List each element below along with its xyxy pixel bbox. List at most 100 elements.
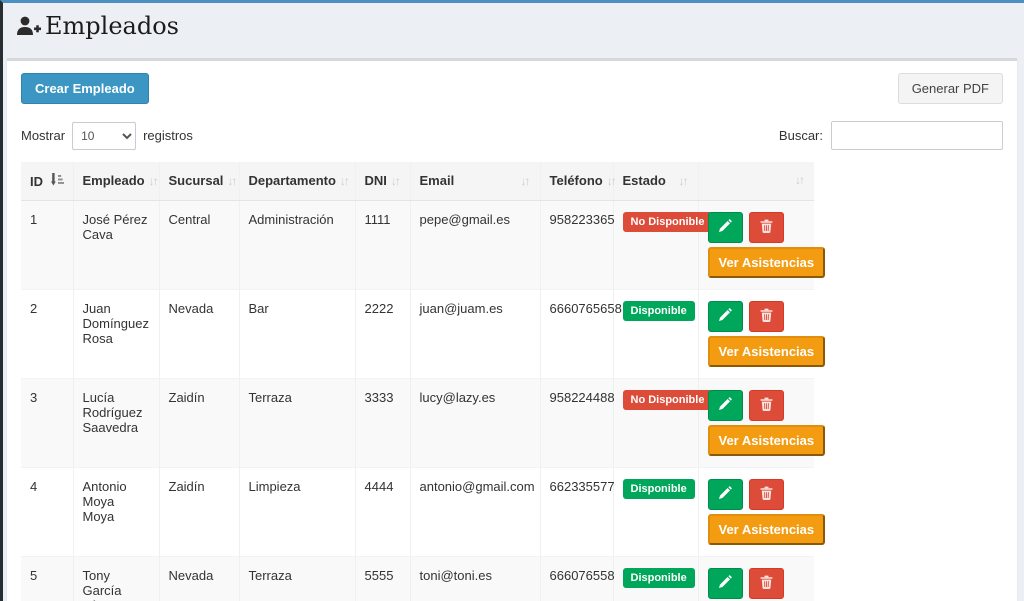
sort-icon: ↓↑ xyxy=(520,173,531,188)
cell-telefono: 6660765658 xyxy=(540,289,622,379)
column-header-telefono[interactable]: Teléfono ↓↑ xyxy=(540,162,617,201)
cell-departamento: Terraza xyxy=(239,556,356,601)
cell-empleado: José Pérez Cava xyxy=(73,200,160,290)
cell-estado: No Disponible xyxy=(613,378,713,468)
cell-estado: Disponible xyxy=(613,467,699,557)
trash-icon xyxy=(760,486,773,503)
ver-asistencias-button[interactable]: Ver Asistencias xyxy=(707,336,826,367)
status-badge: Disponible xyxy=(622,479,695,499)
cell-departamento: Limpieza xyxy=(239,467,356,557)
cell-email: pepe@gmail.es xyxy=(410,200,541,290)
cell-id: 4 xyxy=(21,467,74,557)
status-badge: No Disponible xyxy=(622,212,713,232)
cell-id: 1 xyxy=(21,200,74,290)
cell-telefono: 958224488 xyxy=(540,378,615,468)
sort-icon: ↓↑ xyxy=(795,173,805,187)
sort-icon: ↓↑ xyxy=(339,173,350,188)
pencil-icon xyxy=(718,575,732,592)
registros-label: registros xyxy=(143,128,193,143)
sort-asc-icon xyxy=(50,173,64,189)
content-header: Empleados xyxy=(3,3,1024,50)
cell-sucursal: Nevada xyxy=(159,556,240,601)
column-header-departamento[interactable]: Departamento ↓↑ xyxy=(239,162,356,201)
sort-icon: ↓↑ xyxy=(606,173,617,188)
sort-icon: ↓↑ xyxy=(390,173,401,188)
cell-dni: 3333 xyxy=(355,378,411,468)
cell-sucursal: Zaidín xyxy=(159,467,240,557)
delete-button[interactable] xyxy=(748,212,784,243)
cell-estado: Disponible xyxy=(613,556,699,601)
employees-panel: Crear Empleado Generar PDF Mostrar 10 re… xyxy=(7,58,1017,601)
table-row: 4 Antonio Moya Moya Zaidín Limpieza 4444… xyxy=(21,467,826,557)
column-header-email[interactable]: Email ↓↑ xyxy=(410,162,541,201)
cell-actions: Ver Asistencias xyxy=(698,557,814,601)
cell-id: 2 xyxy=(21,289,74,379)
ver-asistencias-button[interactable]: Ver Asistencias xyxy=(707,247,826,278)
edit-button[interactable] xyxy=(707,301,743,332)
cell-telefono: 958223365 xyxy=(540,200,615,290)
search-input[interactable] xyxy=(831,121,1003,150)
status-badge: No Disponible xyxy=(622,390,713,410)
column-header-actions[interactable]: ↓↑ xyxy=(698,162,814,201)
edit-button[interactable] xyxy=(707,390,743,421)
cell-dni: 4444 xyxy=(355,467,411,557)
delete-button[interactable] xyxy=(748,479,784,510)
cell-dni: 2222 xyxy=(355,289,411,379)
cell-estado: Disponible xyxy=(613,289,699,379)
cell-sucursal: Central xyxy=(159,200,240,290)
pencil-icon xyxy=(718,486,732,503)
cell-empleado: Tony García López xyxy=(73,556,160,601)
page-size-select[interactable]: 10 xyxy=(72,121,137,150)
edit-button[interactable] xyxy=(707,479,743,510)
table-row: 3 Lucía Rodríguez Saavedra Zaidín Terraz… xyxy=(21,378,826,468)
delete-button[interactable] xyxy=(748,390,784,421)
delete-button[interactable] xyxy=(748,301,784,332)
cell-estado: No Disponible xyxy=(613,200,713,290)
ver-asistencias-button[interactable]: Ver Asistencias xyxy=(707,514,826,545)
cell-sucursal: Nevada xyxy=(159,289,240,379)
delete-button[interactable] xyxy=(748,568,784,599)
cell-dni: 1111 xyxy=(355,200,411,290)
show-label: Mostrar xyxy=(21,128,66,143)
trash-icon xyxy=(760,308,773,325)
table-controls: Mostrar 10 registros Buscar: xyxy=(7,114,1017,162)
create-employee-button[interactable]: Crear Empleado xyxy=(21,73,149,104)
cell-actions: Ver Asistencias xyxy=(698,468,826,557)
table-header-row: ID Empleado ↓↑ Sucursal ↓↑ Departamento ↓↑ … xyxy=(21,162,814,201)
edit-button[interactable] xyxy=(707,212,743,243)
cell-actions: Ver Asistencias xyxy=(698,379,826,468)
cell-departamento: Bar xyxy=(239,289,356,379)
cell-departamento: Terraza xyxy=(239,378,356,468)
column-header-dni[interactable]: DNI ↓↑ xyxy=(355,162,411,201)
trash-icon xyxy=(760,219,773,236)
table-row: 2 Juan Domínguez Rosa Nevada Bar 2222 ju… xyxy=(21,289,826,379)
column-header-id[interactable]: ID xyxy=(21,162,74,201)
cell-telefono: 662335577 xyxy=(540,467,615,557)
cell-sucursal: Zaidín xyxy=(159,378,240,468)
pencil-icon xyxy=(718,397,732,414)
sort-icon: ↓↑ xyxy=(148,173,159,188)
column-header-sucursal[interactable]: Sucursal ↓↑ xyxy=(159,162,240,201)
table-row: 1 José Pérez Cava Central Administración… xyxy=(21,200,826,290)
panel-toolbar: Crear Empleado Generar PDF xyxy=(7,61,1017,114)
search-label: Buscar: xyxy=(778,128,823,143)
edit-button[interactable] xyxy=(707,568,743,599)
user-plus-icon xyxy=(15,15,41,37)
status-badge: Disponible xyxy=(622,568,695,588)
cell-email: lucy@lazy.es xyxy=(410,378,541,468)
pencil-icon xyxy=(718,219,732,236)
pencil-icon xyxy=(718,308,732,325)
page-length-control: Mostrar 10 registros xyxy=(21,121,193,150)
ver-asistencias-button[interactable]: Ver Asistencias xyxy=(707,425,826,456)
cell-dni: 5555 xyxy=(355,556,411,601)
column-header-estado[interactable]: Estado ↓↑ xyxy=(613,162,699,201)
cell-id: 5 xyxy=(21,556,74,601)
trash-icon xyxy=(760,397,773,414)
cell-email: juan@juam.es xyxy=(410,289,541,379)
cell-empleado: Antonio Moya Moya xyxy=(73,467,160,557)
status-badge: Disponible xyxy=(622,301,695,321)
generate-pdf-button[interactable]: Generar PDF xyxy=(897,73,1003,104)
cell-telefono: 666076558 xyxy=(540,556,615,601)
cell-actions: Ver Asistencias xyxy=(698,290,826,379)
column-header-empleado[interactable]: Empleado ↓↑ xyxy=(73,162,160,201)
